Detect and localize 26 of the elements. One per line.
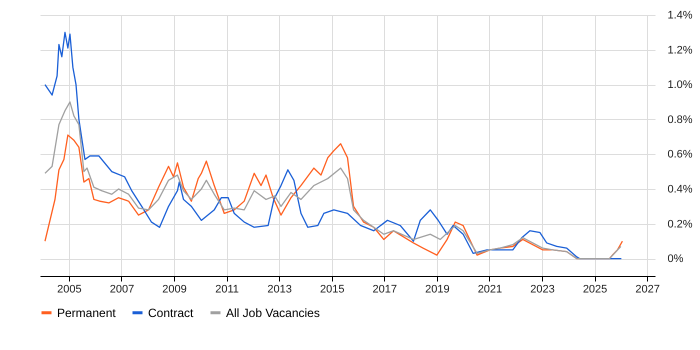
y-tick-label: 0.2%	[668, 218, 693, 230]
y-tick-label: 0.8%	[668, 114, 693, 126]
x-tick-label: 2023	[530, 284, 555, 296]
x-tick-label: 2013	[267, 284, 292, 296]
x-tick-label: 2017	[372, 284, 398, 296]
legend-label: Permanent	[57, 306, 116, 320]
line-series	[44, 101, 622, 260]
y-tick-label: 1.4%	[668, 10, 693, 22]
x-tick-label: 2007	[110, 284, 134, 296]
x-tick-label: 2011	[215, 284, 239, 296]
x-tick-label: 2021	[478, 284, 502, 296]
x-tick-label: 2027	[635, 284, 660, 296]
y-tick-label: 1.2%	[668, 44, 693, 56]
y-tick-label: 0.6%	[668, 148, 693, 161]
legend-label: All Job Vacancies	[226, 306, 320, 320]
line-series	[44, 134, 624, 260]
y-tick-label: 0%	[668, 253, 684, 266]
y-tick-label: 1.0%	[668, 79, 693, 92]
x-tick-label: 2009	[162, 284, 187, 296]
x-tick-label: 2005	[57, 284, 82, 296]
x-tick-label: 2015	[320, 284, 344, 296]
x-tick-label: 2019	[425, 284, 450, 296]
legend-label: Contract	[148, 306, 194, 320]
y-tick-label: 0.4%	[668, 184, 693, 196]
line-series	[44, 32, 622, 260]
x-tick-label: 2025	[582, 284, 608, 296]
